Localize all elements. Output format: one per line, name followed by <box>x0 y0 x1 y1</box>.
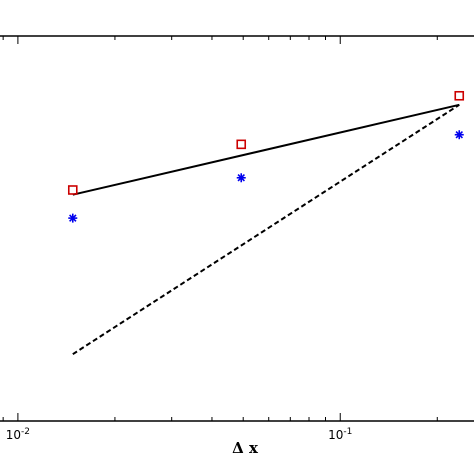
minor-ticks <box>2 36 438 421</box>
dashed-reference-line <box>72 103 460 356</box>
plot-axes <box>0 35 474 422</box>
asterisk-marker <box>454 130 464 140</box>
asterisk-marker <box>236 173 246 183</box>
asterisk-marker <box>68 213 78 223</box>
x-tick-label: 10-1 <box>328 427 352 442</box>
x-axis-label: Δ x <box>232 439 259 457</box>
major-ticks <box>17 36 341 421</box>
reference-lines <box>72 103 460 356</box>
solid-reference-line <box>72 103 460 196</box>
x-tick-label: 10-2 <box>6 427 30 442</box>
square-marker <box>454 90 465 101</box>
square-marker <box>67 185 78 195</box>
square-marker <box>236 139 247 150</box>
x-tick-labels: 10-2 10-1 <box>6 427 353 442</box>
data-markers <box>67 90 465 223</box>
